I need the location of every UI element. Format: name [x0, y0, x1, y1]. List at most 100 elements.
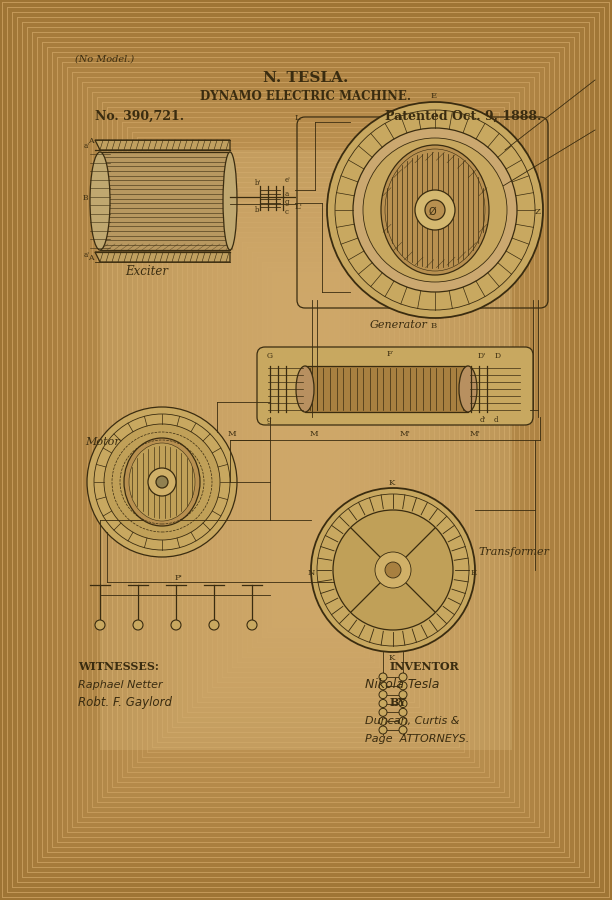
Bar: [80, 80, 532, 820]
Circle shape: [311, 488, 475, 652]
Text: L: L: [295, 114, 300, 122]
Text: Patented Oct. 9, 1888.: Patented Oct. 9, 1888.: [385, 110, 542, 123]
Polygon shape: [95, 140, 230, 150]
Bar: [240, 240, 372, 660]
Bar: [35, 35, 577, 865]
Circle shape: [104, 424, 220, 540]
Bar: [175, 175, 437, 725]
Bar: [150, 150, 462, 750]
Polygon shape: [95, 252, 230, 262]
Text: F: F: [387, 350, 393, 358]
Bar: [185, 185, 427, 715]
Bar: [260, 260, 352, 640]
Text: E: E: [471, 569, 477, 577]
Bar: [265, 265, 347, 635]
Circle shape: [399, 699, 407, 707]
Circle shape: [247, 620, 257, 630]
Bar: [135, 135, 477, 765]
Text: e': e': [285, 176, 291, 184]
Bar: [215, 215, 397, 685]
Bar: [115, 115, 497, 785]
Bar: [105, 105, 507, 795]
Circle shape: [425, 200, 445, 220]
Bar: [65, 65, 547, 835]
Bar: [285, 285, 327, 615]
Text: Exciter: Exciter: [125, 265, 168, 278]
Text: K: K: [389, 654, 395, 662]
Bar: [70, 70, 542, 830]
Text: INVENTOR: INVENTOR: [390, 661, 460, 672]
Text: Nikola Tesla: Nikola Tesla: [365, 678, 439, 691]
Bar: [245, 245, 367, 655]
Text: a': a': [84, 251, 90, 259]
Circle shape: [375, 552, 411, 588]
Bar: [205, 205, 407, 695]
Text: Raphael Netter: Raphael Netter: [78, 680, 163, 690]
Text: Generator: Generator: [370, 320, 428, 330]
Text: BY: BY: [390, 697, 407, 708]
Text: M: M: [228, 430, 237, 438]
Ellipse shape: [223, 152, 237, 250]
Bar: [120, 120, 492, 780]
Bar: [195, 195, 417, 705]
Circle shape: [379, 699, 387, 707]
Ellipse shape: [385, 149, 485, 271]
Bar: [160, 160, 452, 740]
Text: Duncan, Curtis &: Duncan, Curtis &: [365, 716, 460, 726]
Circle shape: [95, 620, 105, 630]
Text: E: E: [431, 92, 437, 100]
Text: g: g: [267, 416, 272, 424]
Text: M: M: [310, 430, 319, 438]
Bar: [125, 125, 487, 775]
Bar: [165, 165, 447, 735]
Circle shape: [133, 620, 143, 630]
Text: M': M': [400, 430, 411, 438]
Text: a': a': [84, 142, 90, 150]
Circle shape: [415, 190, 455, 230]
Circle shape: [209, 620, 219, 630]
Text: N: N: [308, 569, 315, 577]
Circle shape: [148, 468, 176, 496]
Bar: [250, 250, 362, 650]
Text: g: g: [285, 198, 289, 206]
Text: Motor: Motor: [85, 437, 120, 447]
Bar: [220, 220, 392, 680]
Circle shape: [379, 673, 387, 681]
Text: DYNAMO ELECTRIC MACHINE.: DYNAMO ELECTRIC MACHINE.: [201, 90, 411, 103]
Text: G: G: [267, 352, 273, 360]
Bar: [290, 290, 322, 610]
Bar: [280, 280, 332, 620]
Text: No. 390,721.: No. 390,721.: [95, 110, 184, 123]
Text: (No Model.): (No Model.): [75, 55, 134, 64]
Circle shape: [399, 726, 407, 734]
Bar: [110, 110, 502, 790]
Ellipse shape: [129, 443, 195, 521]
Bar: [225, 225, 387, 675]
Text: P': P': [175, 574, 183, 582]
Ellipse shape: [381, 145, 489, 275]
Ellipse shape: [90, 152, 110, 250]
Circle shape: [379, 708, 387, 716]
Circle shape: [353, 128, 517, 292]
Circle shape: [399, 690, 407, 698]
Bar: [55, 55, 557, 845]
Bar: [295, 295, 317, 605]
Bar: [200, 200, 412, 700]
Circle shape: [327, 102, 543, 318]
Text: D': D': [478, 352, 487, 360]
Bar: [45, 45, 567, 855]
Circle shape: [379, 726, 387, 734]
Text: K: K: [389, 479, 395, 487]
Circle shape: [333, 510, 453, 630]
Bar: [210, 210, 402, 690]
Bar: [155, 155, 457, 745]
Bar: [75, 75, 537, 825]
Bar: [100, 100, 512, 800]
Bar: [230, 230, 382, 670]
Circle shape: [399, 708, 407, 716]
Bar: [85, 85, 527, 815]
Bar: [95, 95, 517, 805]
Ellipse shape: [459, 366, 477, 412]
Text: N. TESLA.: N. TESLA.: [263, 71, 349, 85]
Ellipse shape: [124, 438, 200, 526]
